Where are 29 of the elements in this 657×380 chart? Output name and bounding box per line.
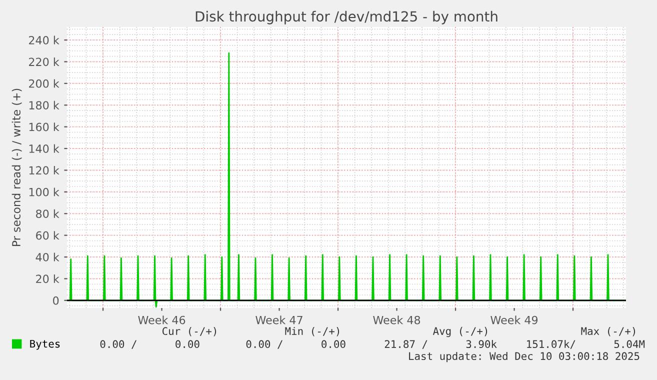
x-tick-label: Week 46 [138,316,186,324]
y-tick-label: 240 k [29,36,60,44]
x-tick-label: Week 49 [490,316,538,324]
text: 0.00 / 0.00 [100,340,200,349]
y-tick-label: 220 k [29,57,60,66]
y-tick-label: 60 k [36,231,60,240]
y-tick-label: 180 k [29,100,60,110]
y-tick-label: 100 k [29,188,60,196]
y-tick-label: 160 k [29,122,60,132]
y-tick-label: 20 k [36,274,60,284]
legend-label: Bytes [30,340,60,350]
text: Cur (-/+) [162,327,216,336]
y-tick-label: 40 k [36,252,60,262]
text: Max (-/+) [581,327,636,336]
y-tick-label: 200 k [29,79,60,88]
chart-title: Disk throughput for /dev/md125 - by month [196,10,498,24]
y-tick-label: 140 k [29,144,60,153]
text: 151.07k/ 5.04M [527,340,645,349]
text: 0.00 / 0.00 [246,340,346,349]
text: 21.87 / 3.90k [384,340,497,349]
text: Last update: Wed Dec 10 03:00:18 2025 [409,352,640,362]
y-tick-label: 120 k [29,166,60,175]
text: Min (-/+) [285,326,340,336]
y-tick-label: 0 [53,296,59,305]
x-tick-label: Week 47 [256,316,302,324]
x-tick-label: Week 48 [373,316,420,324]
text: Avg (-/+) [432,326,488,338]
y-axis-title: Pr second read (-) / write (+) [12,88,22,246]
y-tick-label: 80 k [36,209,60,218]
